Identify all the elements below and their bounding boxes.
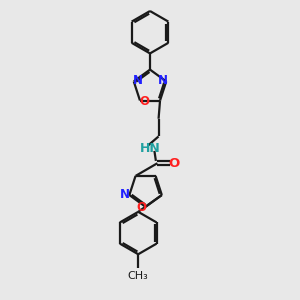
Text: O: O — [139, 94, 149, 108]
Text: N: N — [158, 74, 167, 87]
Text: CH₃: CH₃ — [128, 271, 148, 281]
Text: N: N — [133, 74, 142, 87]
Text: O: O — [136, 201, 146, 214]
Text: HN: HN — [140, 142, 160, 155]
Text: O: O — [168, 157, 179, 170]
Text: N: N — [120, 188, 130, 201]
